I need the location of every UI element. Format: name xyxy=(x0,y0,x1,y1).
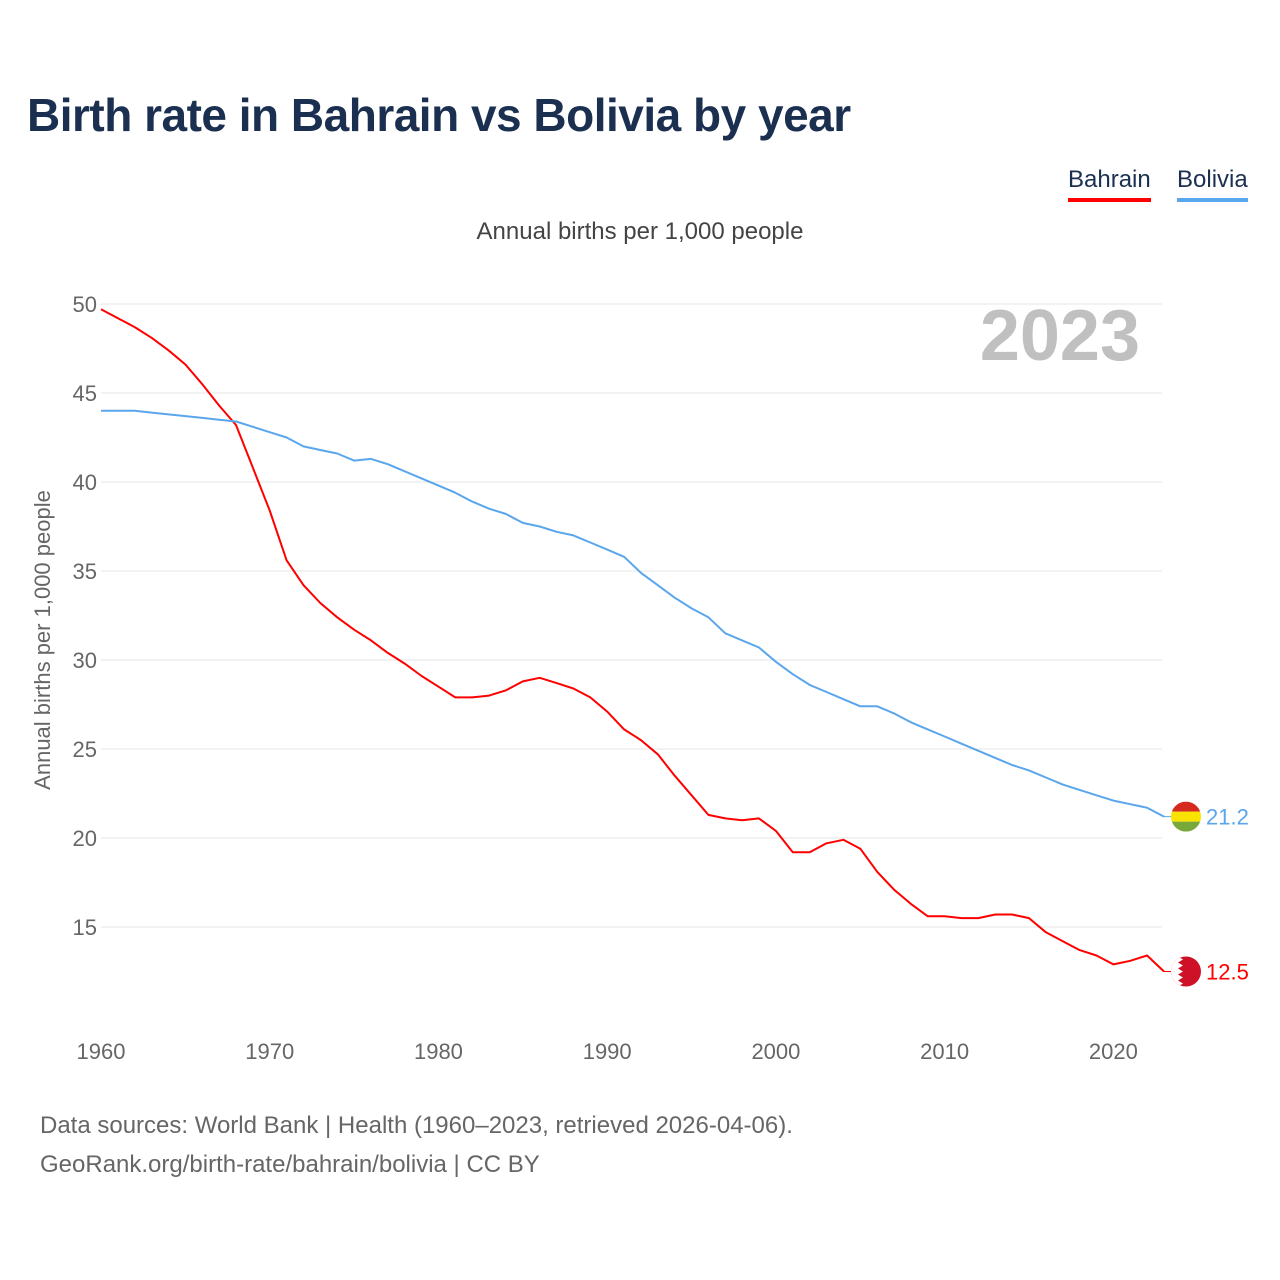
y-tick-label: 35 xyxy=(73,559,97,584)
year-label: 2023 xyxy=(980,296,1140,376)
y-tick-label: 25 xyxy=(73,737,97,762)
end-value-label: 12.5 xyxy=(1206,960,1249,985)
x-tick-label: 1960 xyxy=(77,1039,126,1064)
x-tick-label: 2020 xyxy=(1089,1039,1138,1064)
y-tick-label: 30 xyxy=(73,648,97,673)
legend-bahrain[interactable]: Bahrain xyxy=(1068,166,1151,202)
series-line-bolivia xyxy=(101,409,1165,818)
x-tick-label: 1980 xyxy=(414,1039,463,1064)
y-tick-label: 15 xyxy=(73,915,97,940)
flag-bahrain-icon xyxy=(1171,956,1201,987)
data-source: Data sources: World Bank | Health (1960–… xyxy=(40,1112,793,1139)
chart-title: Birth rate in Bahrain vs Bolivia by year xyxy=(27,89,851,141)
series-line-bahrain xyxy=(100,308,1165,973)
x-tick-label: 1970 xyxy=(245,1039,294,1064)
y-tick-label: 20 xyxy=(73,826,97,851)
end-value-label: 21.2 xyxy=(1206,805,1249,830)
x-tick-label: 2010 xyxy=(920,1039,969,1064)
footer: Data sources: World Bank | Health (1960–… xyxy=(40,1106,793,1184)
chart-subtitle: Annual births per 1,000 people xyxy=(476,218,804,245)
y-tick-label: 50 xyxy=(73,292,97,317)
x-tick-label: 1990 xyxy=(583,1039,632,1064)
source-link[interactable]: GeoRank.org/birth-rate/bahrain/bolivia |… xyxy=(40,1151,540,1178)
x-tick-label: 2000 xyxy=(751,1039,800,1064)
y-tick-label: 40 xyxy=(73,470,97,495)
y-axis-label: Annual births per 1,000 people xyxy=(30,490,55,790)
y-tick-label: 45 xyxy=(73,381,97,406)
flag-bolivia-icon xyxy=(1171,801,1201,832)
legend-bolivia[interactable]: Bolivia xyxy=(1177,166,1248,202)
